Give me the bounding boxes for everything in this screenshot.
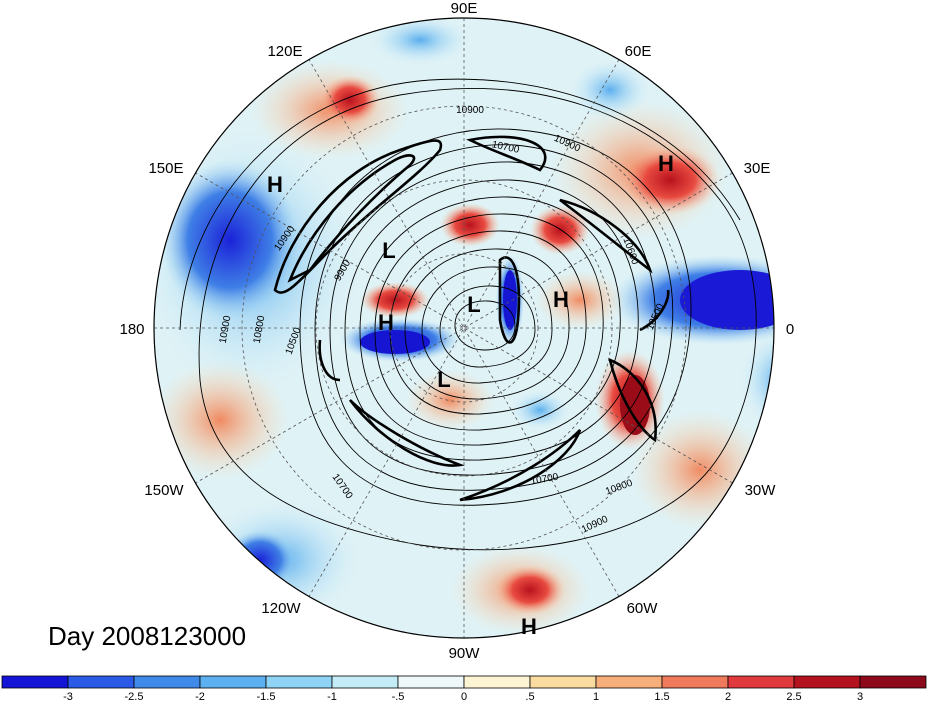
- lon-label-60w: 60W: [627, 600, 659, 617]
- colorbar: -3 -2.5 -2 -1.5 -1 -.5 0 .5 1 1.5 2 2.5 3: [1, 675, 927, 702]
- colorbar-tick-label: 1.5: [654, 691, 669, 702]
- high-pressure-label: H: [553, 287, 569, 312]
- contour-label: 10900: [218, 314, 234, 344]
- high-pressure-label: H: [378, 310, 394, 335]
- lon-label-60e: 60E: [625, 43, 652, 60]
- lon-label-120w: 120W: [261, 600, 301, 617]
- colorbar-swatch: [67, 675, 135, 689]
- anomaly-field: [154, 18, 774, 638]
- colorbar-tick-label: 2.5: [786, 691, 801, 702]
- high-pressure-label: H: [521, 614, 537, 639]
- colorbar-tick-label: -3: [63, 691, 73, 702]
- low-pressure-label: L: [437, 367, 450, 392]
- colorbar-tick-label: 1: [593, 691, 599, 702]
- colorbar-tick-label: 3: [857, 691, 863, 702]
- colorbar-swatch: [331, 675, 399, 689]
- colorbar-swatch: [133, 675, 201, 689]
- globe-outline: [153, 17, 775, 639]
- colorbar-swatch: [727, 675, 795, 689]
- lon-label-150e: 150E: [148, 160, 183, 177]
- colorbar-tick-label: -2: [195, 691, 205, 702]
- colorbar-swatch: [595, 675, 663, 689]
- longitude-labels: 90E 60E 30E 0 30W 60W 90W 120W 150W 180 …: [119, 0, 794, 662]
- lon-label-150w: 150W: [144, 482, 184, 499]
- lon-label-120e: 120E: [267, 43, 302, 60]
- day-title: Day 2008123000: [48, 621, 246, 651]
- colorbar-tick-label: -1.5: [257, 691, 276, 702]
- lon-label-0: 0: [786, 321, 794, 338]
- high-pressure-label: H: [658, 151, 674, 176]
- contour-label: 10800: [252, 314, 268, 344]
- colorbar-tick-label: .5: [525, 691, 534, 702]
- high-pressure-label: H: [267, 172, 283, 197]
- lon-label-180: 180: [119, 321, 144, 338]
- colorbar-swatch: [265, 675, 333, 689]
- colorbar-tick-label: 0: [461, 691, 467, 702]
- colorbar-swatch: [793, 675, 861, 689]
- colorbar-swatch: [199, 675, 267, 689]
- colorbar-swatch: [463, 675, 531, 689]
- low-pressure-label: L: [382, 238, 395, 263]
- colorbar-tick-label: -.5: [392, 691, 405, 702]
- lon-label-30w: 30W: [745, 482, 777, 499]
- lat-lon-grid: [154, 18, 774, 638]
- colorbar-swatch: [529, 675, 597, 689]
- colorbar-swatch: [1, 675, 69, 689]
- colorbar-swatch: [397, 675, 465, 689]
- jet-contours: [273, 135, 670, 502]
- colorbar-tick-label: 2: [725, 691, 731, 702]
- low-pressure-label: L: [467, 292, 480, 317]
- lon-label-90w: 90W: [449, 645, 481, 662]
- contour-label: 10900: [456, 105, 484, 116]
- lon-label-90e: 90E: [451, 0, 478, 17]
- pressure-centers: H H L L H H L H: [267, 151, 674, 639]
- colorbar-tick-label: -2.5: [125, 691, 144, 702]
- colorbar-swatch: [859, 675, 927, 689]
- lon-label-30e: 30E: [744, 160, 771, 177]
- height-contours: [179, 78, 757, 551]
- colorbar-swatch: [661, 675, 729, 689]
- contour-label: 10700: [530, 472, 560, 488]
- colorbar-tick-label: -1: [327, 691, 337, 702]
